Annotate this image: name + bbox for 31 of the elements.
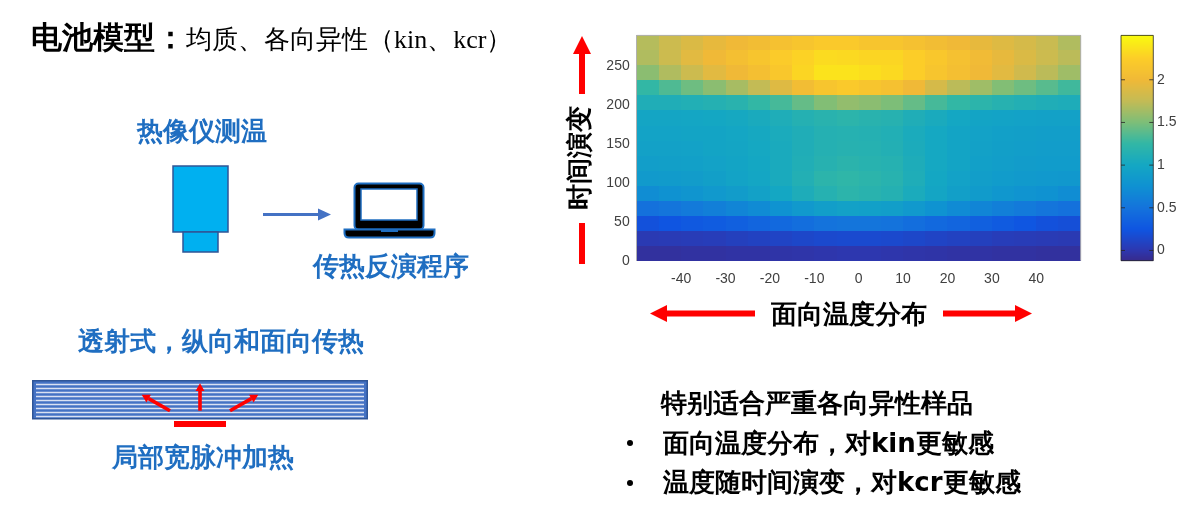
x-tick-label: -20	[759, 269, 781, 286]
text: 传热反演程序	[313, 251, 469, 283]
color-bar-label: 2	[1157, 70, 1165, 87]
y-tick-label: 200	[606, 96, 630, 113]
y-tick-label: 50	[614, 212, 630, 229]
text: 均质、各向异性（kin、kcr）	[186, 25, 513, 54]
color-bar-label: 1.5	[1157, 113, 1177, 130]
x-tick-label: 30	[984, 269, 1000, 286]
y-tick-label: 250	[606, 57, 630, 74]
x-axis-title: 面向温度分布	[771, 299, 927, 331]
x-tick-label: 20	[939, 269, 956, 286]
text: 电池模型：	[31, 19, 186, 55]
x-tick-label: -10	[804, 269, 825, 286]
x-tick-label: 10	[895, 269, 912, 286]
text: 局部宽脉冲加热	[112, 442, 294, 474]
x-tick-label: -40	[670, 269, 692, 286]
text: 温度随时间演变，对kcr更敏感	[663, 467, 1021, 499]
text: 透射式，纵向和面向传热	[78, 326, 364, 358]
color-bar-label: 0.5	[1157, 198, 1177, 215]
y-axis-title: 时间演变	[564, 106, 596, 210]
text: 面向温度分布，对kin更敏感	[663, 428, 994, 460]
x-tick-label: 0	[854, 269, 863, 286]
x-tick-label: 40	[1028, 269, 1045, 286]
color-bar-label: 1	[1157, 155, 1165, 172]
y-tick-label: 100	[606, 173, 630, 190]
y-tick-label: 150	[606, 135, 630, 152]
y-tick-label: 0	[621, 251, 630, 268]
color-bar-label: 0	[1157, 241, 1165, 258]
text: 热像仪测温	[137, 116, 267, 148]
text: 特别适合严重各向异性样品	[661, 388, 973, 420]
x-tick-label: -30	[715, 269, 736, 286]
